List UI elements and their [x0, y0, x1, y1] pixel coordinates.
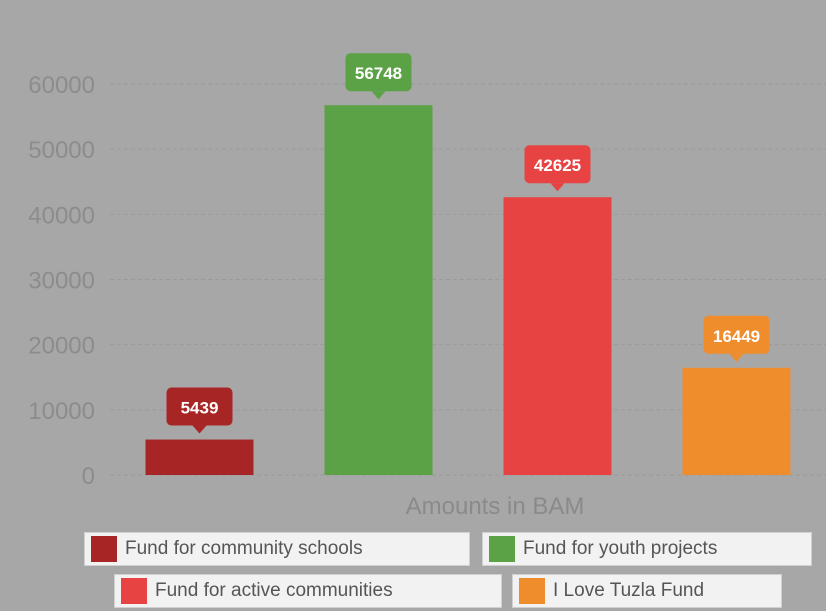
y-tick-label: 60000 — [28, 72, 95, 99]
callout-box — [166, 387, 233, 426]
x-axis-label: Amounts in BAM — [406, 493, 585, 520]
y-tick-label: 40000 — [28, 202, 95, 229]
legend-swatch — [489, 536, 515, 562]
bar-value-label: 42625 — [534, 156, 581, 175]
callout-box — [703, 315, 770, 354]
bar-value-label: 5439 — [181, 399, 219, 418]
bar-value-label: 16449 — [713, 327, 760, 346]
callout-pointer — [192, 425, 207, 434]
legend-label: Fund for active communities — [155, 580, 393, 601]
bars — [145, 105, 791, 475]
legend-item-i-love-tuzla[interactable]: I Love Tuzla Fund — [512, 574, 782, 608]
legend: Fund for community schools Fund for yout… — [0, 530, 826, 611]
y-tick-label: 20000 — [28, 333, 95, 360]
legend-item-community-schools[interactable]: Fund for community schools — [84, 532, 470, 566]
y-tick-label: 30000 — [28, 268, 95, 295]
callout-pointer — [550, 183, 565, 192]
bar[interactable] — [682, 367, 791, 475]
callout-pointer — [729, 353, 744, 362]
legend-label: Fund for community schools — [125, 538, 363, 559]
bar[interactable] — [145, 439, 254, 475]
legend-swatch — [519, 578, 545, 604]
y-tick-label: 0 — [82, 463, 95, 490]
legend-label: I Love Tuzla Fund — [553, 580, 705, 601]
bar[interactable] — [324, 105, 433, 475]
legend-swatch — [121, 578, 147, 604]
legend-label: Fund for youth projects — [523, 538, 718, 559]
value-callout: 56748 — [345, 53, 412, 100]
y-axis-ticks: 0 10000 20000 30000 40000 50000 60000 — [28, 72, 95, 490]
bar[interactable] — [503, 197, 612, 475]
value-callout: 16449 — [703, 315, 770, 362]
y-tick-label: 50000 — [28, 137, 95, 164]
callout-box — [345, 53, 412, 92]
callout-pointer — [371, 91, 386, 100]
legend-item-youth-projects[interactable]: Fund for youth projects — [482, 532, 812, 566]
value-callout: 42625 — [524, 145, 591, 192]
y-tick-label: 10000 — [28, 398, 95, 425]
bar-value-label: 56748 — [355, 64, 402, 83]
value-labels: 5439 56748 42625 16449 — [166, 53, 770, 434]
bar-chart: 0 10000 20000 30000 40000 50000 60000 5439 5674… — [28, 53, 826, 520]
callout-box — [524, 145, 591, 184]
legend-item-active-communities[interactable]: Fund for active communities — [114, 574, 502, 608]
legend-swatch — [91, 536, 117, 562]
value-callout: 5439 — [166, 387, 233, 434]
